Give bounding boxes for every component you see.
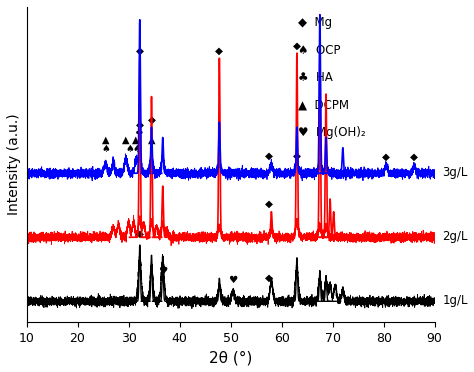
- Text: ♠: ♠: [101, 144, 110, 154]
- Text: ♠: ♠: [126, 144, 135, 154]
- Text: ▲: ▲: [132, 135, 140, 145]
- Text: ◆: ◆: [293, 151, 301, 161]
- Text: ▲: ▲: [122, 135, 130, 145]
- Text: 3g/L: 3g/L: [442, 166, 468, 179]
- Text: ◆: ◆: [136, 120, 144, 130]
- Text: ♥  Mg(OH)₂: ♥ Mg(OH)₂: [298, 126, 365, 139]
- Text: ▲  DCPM: ▲ DCPM: [298, 99, 349, 112]
- Text: ◆: ◆: [293, 41, 301, 51]
- Text: ▲: ▲: [148, 135, 155, 145]
- Text: ♣: ♣: [134, 128, 143, 138]
- Text: 1g/L: 1g/L: [442, 294, 468, 307]
- Text: ◆: ◆: [215, 46, 223, 55]
- Text: ♣  HA: ♣ HA: [298, 71, 333, 84]
- Text: ◆: ◆: [265, 273, 273, 283]
- Text: ♠: ♠: [133, 144, 142, 154]
- Text: ▲: ▲: [102, 135, 109, 145]
- Text: ◆: ◆: [147, 115, 155, 125]
- Text: ♥: ♥: [158, 266, 167, 276]
- Text: ◆: ◆: [382, 152, 390, 162]
- Text: 2g/L: 2g/L: [442, 230, 468, 243]
- Text: ♥: ♥: [228, 275, 238, 285]
- Text: ◆: ◆: [265, 199, 273, 209]
- Text: ◆: ◆: [410, 152, 418, 162]
- X-axis label: 2θ (°): 2θ (°): [209, 350, 252, 365]
- Text: ♠  OCP: ♠ OCP: [298, 44, 340, 57]
- Text: ◆  Mg: ◆ Mg: [298, 16, 332, 29]
- Text: ◆: ◆: [136, 46, 144, 55]
- Text: ◆: ◆: [136, 228, 144, 238]
- Y-axis label: Intensity (a.u.): Intensity (a.u.): [7, 113, 21, 215]
- Text: ◆: ◆: [265, 151, 273, 161]
